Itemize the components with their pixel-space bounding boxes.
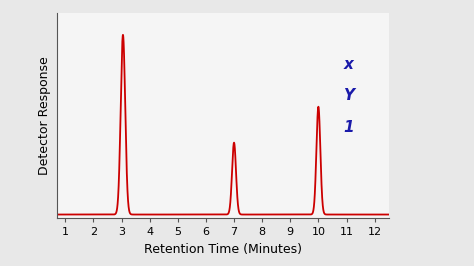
X-axis label: Retention Time (Minutes): Retention Time (Minutes) (144, 243, 302, 256)
Text: x: x (344, 57, 354, 72)
Y-axis label: Detector Response: Detector Response (38, 56, 51, 175)
Text: 1: 1 (344, 120, 354, 135)
Text: Y: Y (343, 88, 355, 103)
